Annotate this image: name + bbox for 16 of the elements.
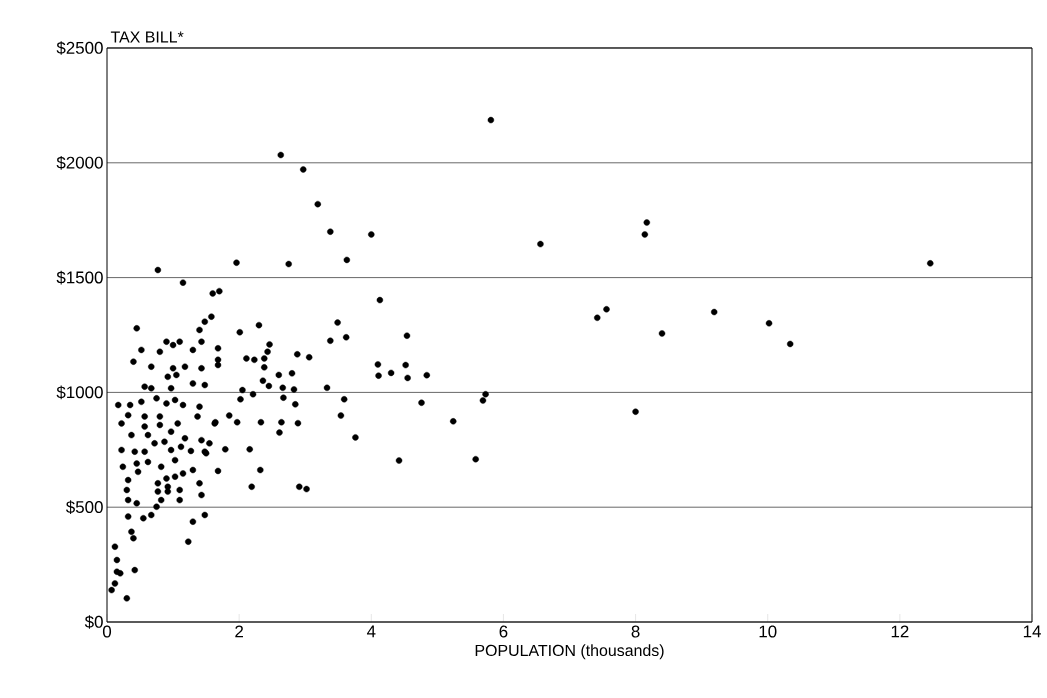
- x-tick-label: 6: [499, 625, 508, 638]
- x-tick-label: 2: [235, 625, 243, 638]
- x-tick-label: 14: [1023, 625, 1041, 638]
- x-tick-label: 4: [366, 625, 376, 638]
- x-tick-label: 0: [102, 625, 112, 638]
- y-tick-label: $500: [65, 500, 103, 515]
- y-tick-label: $1500: [56, 270, 103, 285]
- y-tick-label: $1000: [56, 385, 103, 400]
- x-tick-label: 12: [891, 625, 909, 638]
- x-tick-label: 10: [759, 625, 777, 638]
- y-tick-label: $0: [84, 615, 103, 629]
- y-axis-title: TAX BILL*: [110, 31, 184, 43]
- x-tick-label: 8: [631, 625, 640, 638]
- y-tick-label: $2500: [56, 41, 103, 55]
- y-tick-label: $2000: [56, 155, 103, 170]
- x-axis-title: POPULATION (thousands): [475, 644, 664, 660]
